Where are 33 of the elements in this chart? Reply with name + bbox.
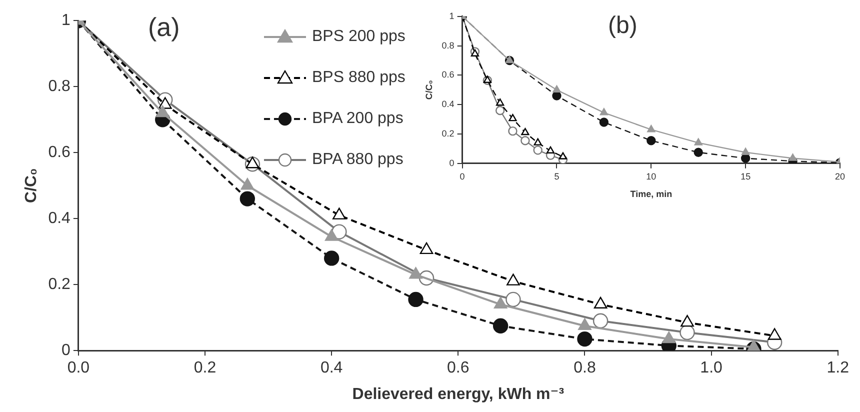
y-tick-label: 1	[449, 10, 454, 21]
y-tick-label: 0.8	[442, 40, 454, 50]
legend-label: BPA 200 pps	[312, 110, 404, 128]
y-tick-label: 0.4	[442, 99, 454, 110]
y-tick-label: 0	[62, 342, 71, 360]
x-tick-label: 1.0	[700, 360, 723, 377]
y-tick-label: 0.6	[442, 70, 454, 80]
x-tick-label: 20	[834, 171, 846, 182]
y-tick-label: 0.2	[442, 128, 454, 138]
x-tick-label: 0.8	[574, 360, 596, 377]
y-tick-label: 0.4	[48, 210, 71, 228]
annotation: (a)	[148, 12, 180, 43]
x-tick-label: 10	[646, 171, 656, 182]
x-tick-label: 0.0	[67, 360, 90, 377]
y-tick-label: 1	[62, 12, 71, 30]
y-axis-title: C/C₀	[424, 80, 434, 100]
x-tick-label: 1.2	[826, 360, 850, 377]
x-tick-label: 0.4	[320, 360, 343, 377]
y-tick-label: 0.2	[48, 276, 71, 294]
legend-label: BPS 200 pps	[312, 28, 406, 46]
x-tick-label: 5	[554, 171, 560, 182]
x-axis-title: Delievered energy, kWh m⁻³	[352, 386, 564, 403]
y-tick-label: 0.8	[48, 78, 71, 96]
legend-label: BPS 880 pps	[312, 68, 406, 86]
x-axis-title: Time, min	[630, 189, 672, 200]
y-tick-label: 0.6	[48, 144, 71, 162]
y-tick-label: 0	[449, 158, 454, 168]
legend-label: BPA 880 pps	[312, 150, 404, 168]
x-tick-label: 15	[740, 171, 751, 182]
x-tick-label: 0.2	[194, 360, 216, 377]
annotation: (b)	[608, 12, 638, 40]
x-tick-label: 0	[460, 171, 465, 182]
y-axis-title: C/C₀	[23, 168, 40, 203]
